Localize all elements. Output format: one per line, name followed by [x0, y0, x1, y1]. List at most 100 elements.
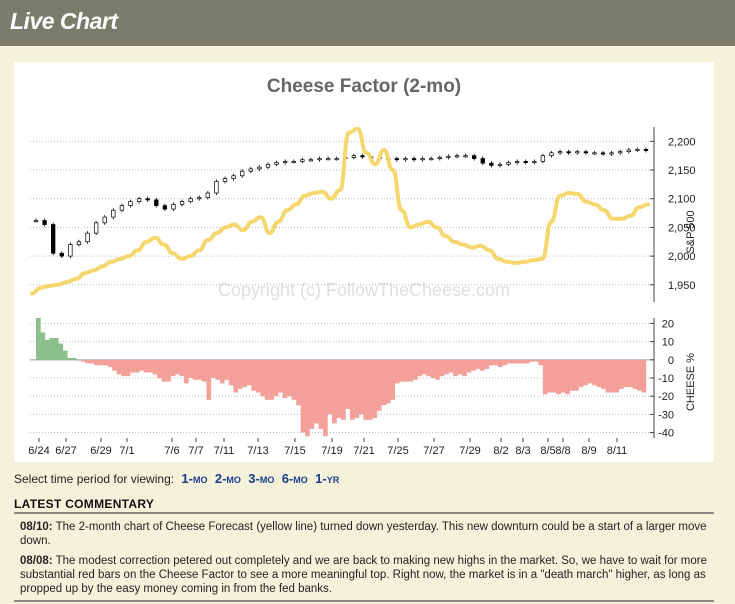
x-tick-label: 7/15: [284, 445, 305, 457]
cheese-bar: [435, 359, 440, 380]
cheese-bar: [246, 359, 252, 386]
cheese-bar: [291, 359, 297, 400]
x-tick-label: 7/7: [188, 445, 203, 457]
x-tick-label: 8/9: [581, 445, 596, 457]
candle: [437, 157, 442, 159]
cheese-bar: [524, 359, 530, 364]
y-tick-label: -20: [658, 391, 674, 403]
candle: [171, 204, 176, 210]
cheese-bar: [358, 359, 364, 415]
period-2mo[interactable]: 2-MO: [214, 471, 241, 486]
upper-axis-label: S&P 500: [685, 210, 697, 253]
cheese-bar: [426, 359, 431, 377]
cheese-bar: [628, 359, 633, 388]
cheese-bar: [551, 359, 557, 393]
candle: [566, 151, 571, 154]
candle: [59, 252, 64, 257]
cheese-bar: [493, 359, 499, 366]
candle: [308, 159, 314, 162]
cheese-bar: [439, 359, 445, 377]
period-3mo[interactable]: 3-MO: [248, 471, 275, 486]
y-tick-label: 0: [668, 355, 674, 367]
cheese-bar: [327, 359, 333, 415]
cheese-bar: [44, 339, 50, 360]
cheese-bar: [403, 359, 409, 382]
cheese-bar: [98, 359, 104, 366]
candle: [291, 161, 296, 163]
candle: [119, 205, 125, 211]
candle: [618, 151, 623, 154]
x-tick-label: 6/24: [28, 445, 49, 457]
cheese-bar: [192, 359, 198, 380]
period-1yr[interactable]: 1-YR: [315, 471, 340, 486]
cheese-bar: [574, 359, 579, 391]
candle: [420, 158, 425, 161]
entry-text: The 2-month chart of Cheese Forecast (ye…: [20, 521, 707, 547]
candle: [583, 151, 589, 154]
candle: [557, 151, 563, 154]
x-tick-label: 7/21: [353, 445, 374, 457]
candle: [214, 181, 219, 194]
cheese-bar: [278, 359, 283, 393]
candle: [197, 197, 202, 200]
cheese-bar: [40, 332, 46, 360]
cheese-bar: [515, 359, 521, 364]
cheese-bar: [273, 359, 279, 397]
y-tick-label: 2,150: [668, 165, 696, 177]
cheese-bar: [381, 359, 387, 406]
cheese-bar: [489, 359, 494, 366]
cheese-bar: [372, 359, 378, 418]
candle: [317, 158, 322, 161]
page-title: Live Chart: [10, 8, 118, 34]
candle: [403, 158, 408, 161]
app-header: Live Chart: [0, 0, 735, 46]
cheese-bar: [596, 359, 602, 388]
cheese-bar: [430, 359, 436, 378]
y-tick-label: -10: [658, 373, 674, 385]
cheese-bar: [623, 359, 629, 388]
candle: [283, 161, 288, 163]
cheese-bar: [475, 359, 481, 369]
cheese-bar: [112, 359, 117, 371]
cheese-bar: [107, 359, 113, 368]
cheese-bar: [224, 359, 230, 380]
cheese-bar: [237, 359, 243, 389]
x-tick-label: 7/25: [387, 445, 408, 457]
candle: [265, 163, 271, 168]
candle: [472, 155, 477, 159]
cheese-bar: [408, 359, 413, 382]
cheese-bar: [349, 359, 355, 420]
cheese-bar: [170, 359, 176, 377]
y-tick-label: 2,100: [668, 194, 696, 206]
candle: [179, 201, 185, 205]
cheese-bar: [197, 359, 203, 380]
period-1mo[interactable]: 1-MO: [181, 471, 208, 486]
watermark: Copyright (c) FollowTheCheese.com: [218, 280, 510, 300]
chart-title: Cheese Factor (2-mo): [267, 76, 461, 97]
candle: [240, 170, 245, 177]
cheese-bar: [412, 359, 418, 380]
cheese-bar: [300, 359, 306, 433]
cheese-bar: [399, 359, 404, 382]
cheese-bar: [67, 358, 73, 360]
cheese-bar: [71, 358, 77, 360]
cheese-bar: [188, 359, 194, 378]
entry-text: The modest correction petered out comple…: [20, 555, 707, 595]
cheese-bar: [444, 359, 449, 375]
cheese-bar: [260, 359, 265, 397]
candle: [33, 220, 39, 223]
candle: [360, 155, 365, 158]
cheese-bar: [345, 359, 351, 409]
candle: [145, 198, 150, 201]
cheese-bar: [542, 359, 548, 395]
candle: [51, 224, 56, 254]
candle: [609, 152, 614, 155]
commentary-entry: 08/08: The modest correction petered out…: [20, 554, 708, 596]
cheese-bar: [36, 318, 41, 360]
cheese-bar: [385, 359, 391, 404]
cheese-bar: [161, 359, 167, 382]
cheese-bar: [157, 359, 162, 378]
period-6mo[interactable]: 6-MO: [281, 471, 308, 486]
cheese-bar: [206, 359, 212, 400]
cheese-bar: [484, 359, 490, 369]
